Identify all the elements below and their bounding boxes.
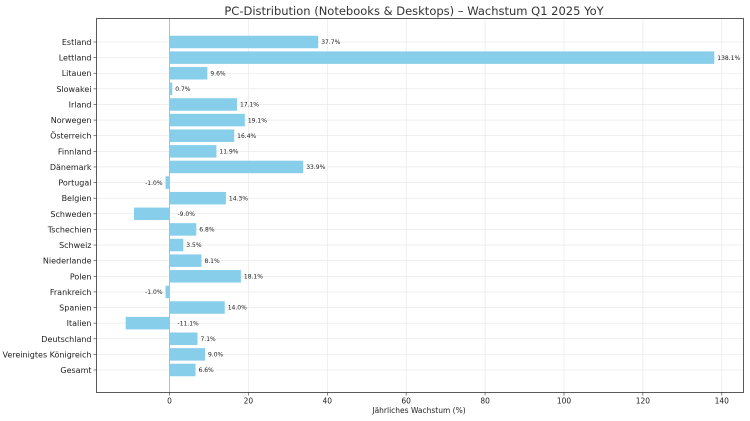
value-label: 9.0% — [208, 352, 224, 359]
value-label: 6.6% — [199, 367, 215, 374]
value-label: 11.9% — [219, 149, 238, 156]
value-label: 18.1% — [244, 273, 263, 280]
x-tick-label: 100 — [557, 397, 572, 406]
value-label: -9.0% — [177, 211, 195, 218]
axis-layer: 0 20 40 60 80 100 120 140 — [93, 41, 730, 406]
value-label: 14.3% — [229, 195, 248, 202]
value-label: 33.9% — [306, 164, 325, 171]
bar — [165, 285, 170, 299]
bar — [125, 316, 170, 330]
category-label: Norwegen — [51, 116, 92, 125]
bar — [169, 145, 217, 158]
x-tick-label: 60 — [401, 397, 411, 406]
bar — [169, 332, 198, 346]
category-label: Estland — [62, 38, 92, 47]
bar — [169, 348, 205, 361]
value-label: 3.5% — [186, 242, 202, 249]
bar — [133, 207, 170, 221]
value-label: 16.4% — [237, 133, 256, 140]
bar — [169, 129, 235, 142]
category-label: Polen — [70, 272, 92, 281]
value-label: 9.6% — [210, 70, 226, 77]
x-axis-label: Jährliches Wachstum (%) — [371, 406, 465, 415]
category-label: Dänemark — [50, 163, 92, 172]
category-label: Deutschland — [41, 335, 91, 344]
value-label: -1.0% — [145, 180, 163, 187]
x-tick-label: 80 — [480, 397, 490, 406]
value-label: 37.7% — [321, 39, 340, 46]
category-label: Portugal — [58, 179, 91, 188]
x-tick-label: 140 — [715, 397, 730, 406]
bar — [169, 98, 237, 111]
label-layer: Estland 37.7% Lettland 138.1% Litauen 9.6% Slo… — [2, 38, 740, 375]
bar — [169, 254, 202, 267]
bar — [169, 51, 715, 64]
value-label: -11.1% — [177, 320, 199, 327]
bar — [169, 160, 304, 174]
category-label: Schweden — [50, 210, 91, 219]
category-label: Frankreich — [50, 288, 92, 297]
category-label: Italien — [67, 319, 92, 328]
value-label: 0.7% — [175, 86, 191, 93]
bar — [169, 301, 225, 314]
category-label: Schweiz — [59, 241, 91, 250]
grid-layer — [96, 18, 744, 393]
x-tick-label: 40 — [323, 397, 333, 406]
category-label: Litauen — [62, 69, 92, 78]
x-tick-label: 120 — [636, 397, 651, 406]
bar — [169, 238, 184, 252]
value-label: 14.0% — [228, 305, 247, 312]
category-label: Vereinigtes Königreich — [2, 350, 91, 359]
category-label: Irland — [69, 100, 92, 109]
value-label: 19.1% — [248, 117, 267, 124]
bar-layer — [125, 35, 715, 377]
category-label: Slowakei — [56, 85, 91, 94]
bar — [169, 191, 226, 205]
bar — [169, 66, 208, 80]
bar — [169, 82, 173, 96]
x-tick-label: 20 — [244, 397, 254, 406]
bar — [169, 363, 196, 377]
bar — [169, 223, 197, 236]
value-label: -1.0% — [145, 289, 163, 296]
bar — [169, 113, 245, 127]
value-label: 6.8% — [199, 227, 215, 234]
bar — [165, 176, 170, 189]
category-label: Finnland — [58, 147, 92, 156]
bar — [169, 35, 319, 49]
category-label: Belgien — [62, 194, 92, 203]
x-tick-label: 0 — [167, 397, 172, 406]
bar — [169, 270, 241, 283]
plot-frame — [96, 18, 744, 393]
category-label: Gesamt — [60, 366, 91, 375]
category-label: Tschechien — [47, 225, 92, 234]
value-label: 7.1% — [200, 336, 216, 343]
chart-title: PC-Distribution (Notebooks & Desktops) –… — [224, 4, 604, 18]
category-label: Niederlande — [43, 257, 92, 266]
value-label: 138.1% — [717, 55, 740, 62]
category-label: Lettland — [59, 54, 92, 63]
value-label: 8.1% — [204, 258, 220, 265]
category-label: Spanien — [59, 304, 91, 313]
category-label: Österreich — [50, 131, 91, 141]
value-label: 17.1% — [240, 102, 259, 109]
